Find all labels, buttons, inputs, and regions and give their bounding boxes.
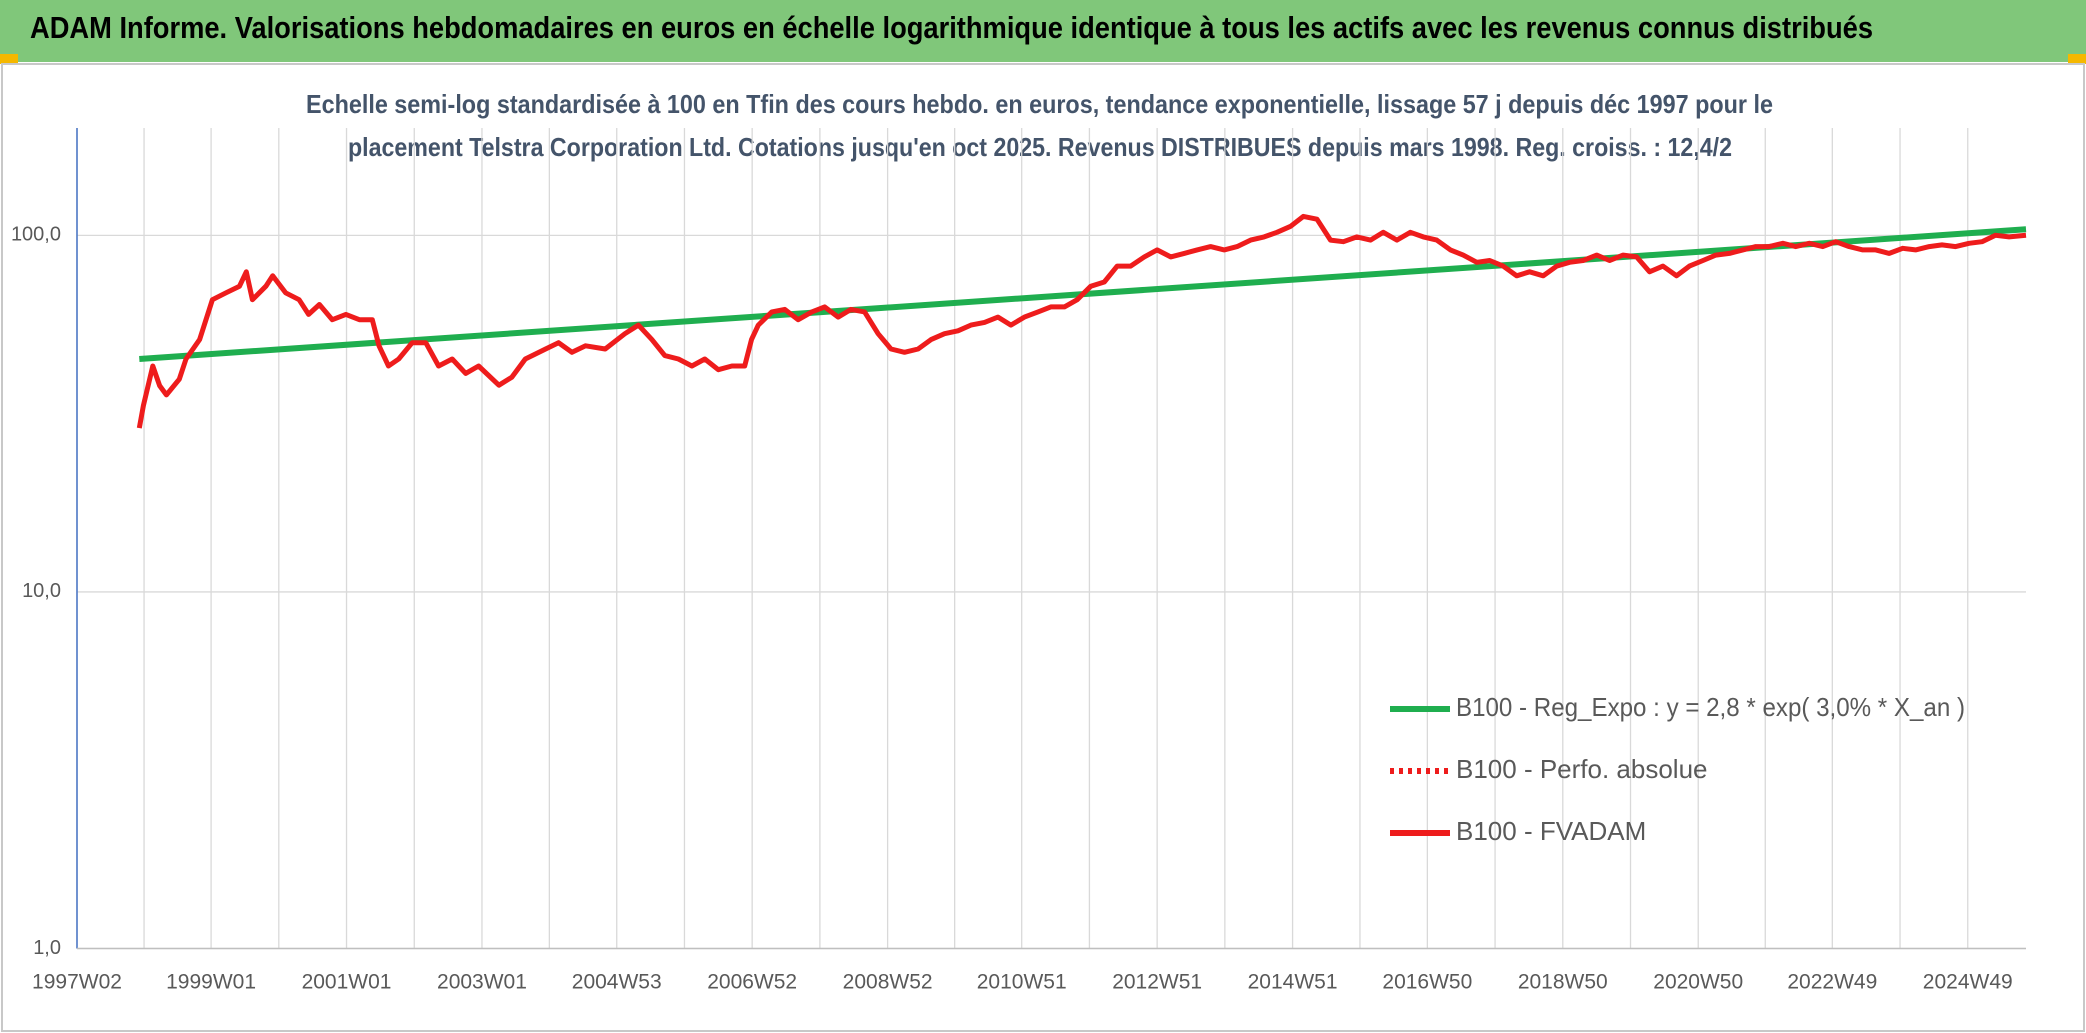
y-tick-label: 10,0 [22,580,61,602]
x-tick-label: 2022W49 [1787,971,1877,994]
legend-label: B100 - Reg_Expo : y = 2,8 * exp( 3,0% * … [1456,692,1965,722]
x-tick-label: 2008W52 [843,971,933,994]
data-line [136,213,2027,429]
chart-frame [1,63,2085,1032]
legend-label: B100 - Perfo. absolue [1456,754,1708,784]
corner-mark [0,54,18,64]
x-tick-label: 1999W01 [166,971,256,994]
y-tick-label: 100,0 [11,224,61,246]
x-tick-label: 2016W50 [1382,971,1472,994]
x-tick-label: 2014W51 [1248,971,1338,994]
chart-title: placement Telstra Corporation Ltd. Cotat… [348,132,1732,162]
x-tick-label: 2003W01 [437,971,527,994]
x-tick-label: 2001W01 [302,971,392,994]
header-title: ADAM Informe. Valorisations hebdomadaire… [30,10,1873,45]
x-tick-label: 2004W53 [572,971,662,994]
x-tick-label: 2012W51 [1112,971,1202,994]
corner-mark [2068,54,2086,64]
x-tick-label: 2020W50 [1653,971,1743,994]
legend-label: B100 - FVADAM [1456,816,1646,846]
chart-title: Echelle semi-log standardisée à 100 en T… [306,89,1773,119]
x-tick-label: 2018W50 [1518,971,1608,994]
x-tick-label: 2024W49 [1923,971,2013,994]
y-tick-label: 1,0 [33,937,61,959]
header-bar [0,0,2086,62]
x-tick-label: 1997W02 [32,971,122,994]
x-tick-label: 2010W51 [977,971,1067,994]
x-tick-label: 2006W52 [707,971,797,994]
